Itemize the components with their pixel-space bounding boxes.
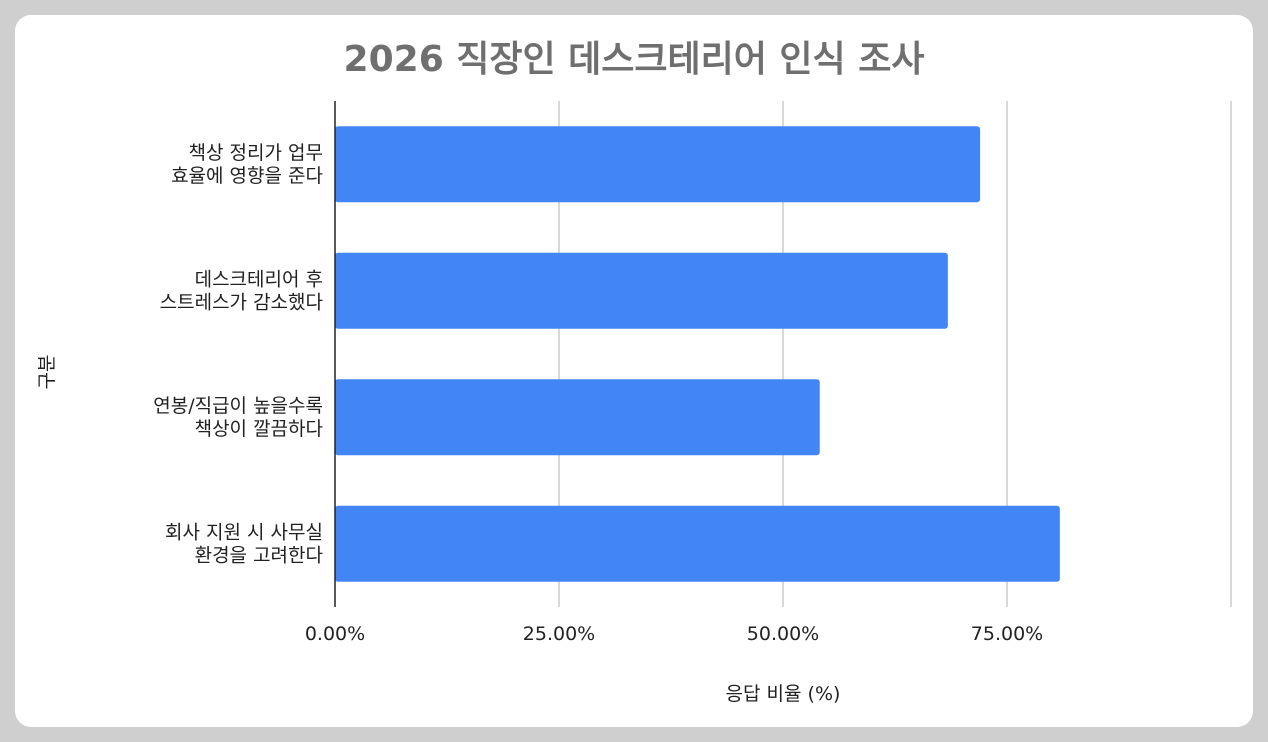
x-tick-label-2: 50.00%: [747, 623, 819, 645]
bar-0: [335, 126, 981, 203]
bar-1: [335, 252, 948, 329]
category-label-0: 책상 정리가 업무 효율에 영향을 준다: [171, 142, 323, 187]
x-tick-label-0: 0.00%: [305, 623, 365, 645]
y-axis-title: 구분: [36, 355, 58, 390]
category-label-1: 데스크테리어 후 스트레스가 감소했다: [160, 268, 323, 313]
chart-title: 2026 직장인 데스크테리어 인식 조사: [343, 39, 925, 80]
x-tick-label-1: 25.00%: [523, 623, 595, 645]
category-label-2: 연봉/직급이 높을수록 책상이 깔끔하다: [153, 395, 323, 440]
x-tick-label-3: 75.00%: [971, 623, 1043, 645]
bar-3: [335, 505, 1060, 582]
bar-2: [335, 379, 820, 456]
category-label-3: 회사 지원 시 사무실 환경을 고려한다: [165, 521, 323, 566]
x-axis-title: 응답 비율 (%): [726, 683, 841, 705]
